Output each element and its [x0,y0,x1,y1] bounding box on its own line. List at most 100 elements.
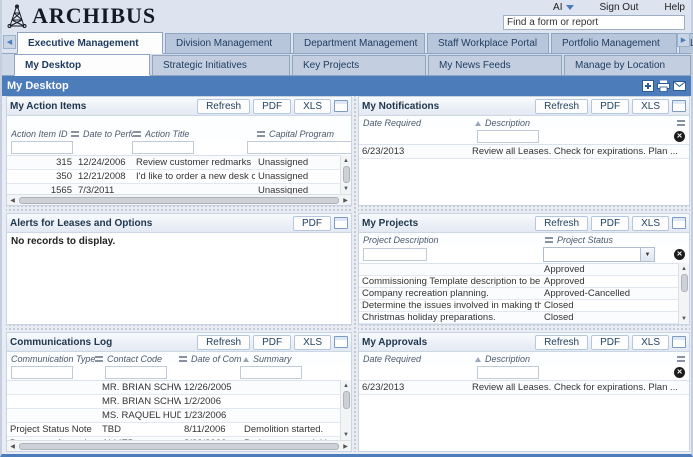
tab-portfolio-management[interactable]: Portfolio Management [551,33,677,53]
tab-department-management[interactable]: Department Management [293,33,425,53]
column-header[interactable]: Date Required [363,354,422,364]
xls-button[interactable]: XLS [632,334,669,350]
filter-input-description[interactable] [477,366,539,379]
xls-button[interactable]: XLS [294,334,331,350]
column-header[interactable]: Capital Program [269,129,335,139]
table-row[interactable]: MS. RAQUEL HUDSON 1/23/2006 [7,409,340,423]
filter-input-communication-type[interactable] [11,366,73,379]
column-header[interactable]: Action Title [145,129,190,139]
column-header[interactable]: Date to Perform [83,129,133,139]
column-header[interactable]: Contact Code [107,354,163,364]
filter-menu-icon[interactable] [179,356,187,362]
scroll-left-icon[interactable]: ◀ [10,197,15,204]
filter-input-action-title[interactable] [132,141,194,154]
panel-grid-icon[interactable] [334,336,348,348]
scroll-down-icon[interactable]: ▼ [681,315,687,322]
column-splitter[interactable] [352,96,358,452]
column-header[interactable]: Date of Comm. [191,354,241,364]
filter-menu-icon[interactable] [71,131,79,137]
tab-manage-by-location[interactable]: Manage by Location [564,55,691,75]
column-header[interactable]: Date Required [363,118,422,128]
pdf-button[interactable]: PDF [253,98,292,114]
project-status-select[interactable]: ▼ [543,247,655,262]
table-row[interactable]: Christmas holiday preparations. Closed [359,312,678,324]
scrollbar-thumb[interactable] [19,442,339,450]
clear-filter-icon[interactable]: ✕ [674,367,685,378]
table-row[interactable]: Determine the issues involved in making … [359,300,678,312]
filter-input-description[interactable] [477,130,539,143]
panel-grid-icon[interactable] [334,100,348,112]
panel-grid-icon[interactable] [672,100,686,112]
table-row[interactable]: 6/23/2013 Review all Leases. Check for e… [359,145,689,159]
tab-scroll-right-icon[interactable]: ▶ [677,33,690,47]
tab-staff-workplace-portal[interactable]: Staff Workplace Portal [427,33,549,53]
vertical-scrollbar[interactable]: ▲ ▼ [340,380,351,440]
table-row[interactable]: MR. BRIAN SCHWARTZ 1/2/2006 [7,395,340,409]
pdf-button[interactable]: PDF [293,215,331,231]
tab-strategic-initiatives[interactable]: Strategic Initiatives [152,55,290,75]
column-header[interactable]: Communication Type [11,354,95,364]
filter-menu-icon[interactable] [95,356,103,362]
dropdown-arrow-icon[interactable]: ▼ [640,248,654,261]
panel-grid-icon[interactable] [672,217,686,229]
scroll-up-icon[interactable]: ▲ [681,265,687,272]
clear-filter-icon[interactable]: ✕ [674,249,685,260]
scrollbar-thumb[interactable] [19,196,339,204]
filter-input-summary[interactable] [240,366,302,379]
tab-key-projects[interactable]: Key Projects [292,55,426,75]
scroll-right-icon[interactable]: ▶ [343,443,348,450]
table-row[interactable]: Company recreation planning. Approved-Ca… [359,288,678,300]
panel-splitter[interactable] [6,325,352,332]
find-form-search-input[interactable] [503,15,685,30]
filter-menu-icon[interactable] [677,120,685,126]
scroll-right-icon[interactable]: ▶ [343,197,348,204]
filter-input-action-item-id[interactable] [11,141,73,154]
scrollbar-thumb[interactable] [342,391,350,409]
filter-menu-icon[interactable] [545,237,553,243]
panel-grid-icon[interactable] [672,336,686,348]
refresh-button[interactable]: Refresh [535,215,589,231]
panel-splitter[interactable] [358,206,690,213]
column-header[interactable]: Project Description [363,235,439,245]
add-panel-icon[interactable] [641,80,654,93]
tab-executive-management[interactable]: Executive Management [17,32,163,54]
filter-input-project-description[interactable] [363,248,427,261]
xls-button[interactable]: XLS [632,98,669,114]
table-row[interactable]: Commissioning Template description to be… [359,276,678,288]
tab-division-management[interactable]: Division Management [165,33,291,53]
filter-menu-icon[interactable] [257,131,265,137]
help-link[interactable]: Help [664,2,685,13]
filter-input-capital-program[interactable] [247,141,351,154]
scrollbar-thumb[interactable] [342,166,350,183]
column-header[interactable]: Summary [253,354,292,364]
pdf-button[interactable]: PDF [253,334,292,350]
tab-my-news-feeds[interactable]: My News Feeds [428,55,562,75]
panel-splitter[interactable] [6,206,352,213]
column-header[interactable]: Description [485,354,531,364]
table-row[interactable]: 315 12/24/2006 Review customer redmarks … [7,156,340,170]
user-menu[interactable]: AI [553,2,574,13]
filter-menu-icon[interactable] [133,131,141,137]
refresh-button[interactable]: Refresh [535,334,589,350]
mail-icon[interactable] [673,80,686,93]
scroll-up-icon[interactable]: ▲ [343,157,349,164]
print-icon[interactable] [657,80,670,93]
table-row[interactable]: MR. BRIAN SCHWARTZ 12/26/2005 [7,381,340,395]
pdf-button[interactable]: PDF [591,215,630,231]
refresh-button[interactable]: Refresh [535,98,589,114]
pdf-button[interactable]: PDF [591,98,630,114]
sign-out-link[interactable]: Sign Out [599,2,639,13]
xls-button[interactable]: XLS [632,215,669,231]
table-row[interactable]: Approved [359,264,678,276]
filter-menu-icon[interactable] [677,356,685,362]
scroll-down-icon[interactable]: ▼ [343,431,349,438]
vertical-scrollbar[interactable]: ▲ ▼ [678,263,689,324]
column-header[interactable]: Description [485,118,531,128]
horizontal-scrollbar[interactable]: ◀ ▶ [7,194,351,205]
scroll-left-icon[interactable]: ◀ [10,443,15,450]
pdf-button[interactable]: PDF [591,334,630,350]
filter-input-contact-code[interactable] [105,366,167,379]
table-row[interactable]: Project Status Note TBD 8/11/2006 Demoli… [7,423,340,437]
horizontal-scrollbar[interactable]: ◀ ▶ [7,440,351,451]
xls-button[interactable]: XLS [294,98,331,114]
